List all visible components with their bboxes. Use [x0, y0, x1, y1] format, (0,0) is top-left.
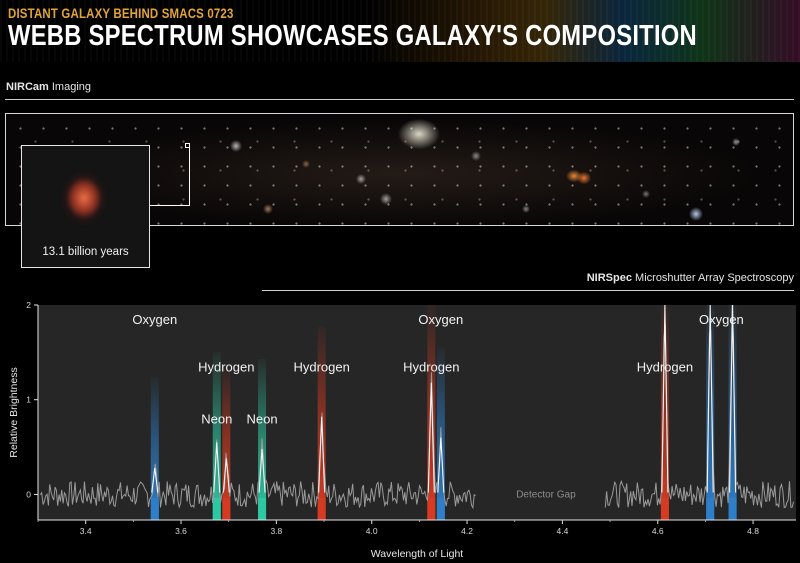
x-axis-title: Wavelength of Light — [371, 548, 464, 560]
callout-line — [150, 205, 190, 206]
emission-band-oxygen — [728, 305, 737, 520]
x-tick-label: 3.6 — [175, 526, 187, 536]
x-tick-label: 4.2 — [461, 526, 473, 536]
x-tick-label: 3.8 — [270, 526, 282, 536]
spectroscopy-divider — [262, 290, 794, 291]
galaxy-image — [58, 168, 110, 228]
emission-band-hydrogen — [222, 368, 231, 520]
emission-band-hydrogen — [427, 305, 436, 520]
label-hydrogen: Hydrogen — [198, 359, 254, 374]
spectroscopy-instrument: NIRSpec — [586, 272, 632, 284]
emission-band-base — [222, 498, 231, 520]
emission-peak-neon — [213, 442, 221, 493]
emission-peak-hydrogen — [427, 382, 435, 493]
label-hydrogen: Hydrogen — [637, 359, 693, 374]
y-tick-label: 2 — [26, 300, 31, 310]
emission-band-base — [150, 498, 159, 520]
emission-peak-oxygen — [706, 304, 714, 493]
label-neon: Neon — [247, 411, 278, 426]
emission-band-neon — [212, 352, 221, 520]
detector-gap-label: Detector Gap — [516, 489, 576, 500]
emission-band-oxygen — [150, 377, 159, 520]
emission-band-base — [258, 498, 267, 520]
imaging-section-label: NIRCam Imaging — [6, 81, 91, 93]
x-tick-label: 4.4 — [556, 526, 568, 536]
callout-line — [189, 148, 190, 206]
emission-peak-oxygen — [151, 467, 159, 493]
spectrum-line-left — [39, 372, 476, 510]
galaxy-inset: 13.1 billion years — [21, 145, 150, 268]
emission-band-oxygen — [706, 305, 715, 520]
label-oxygen: Oxygen — [418, 312, 463, 327]
x-tick-label: 4.8 — [747, 526, 759, 536]
spectrum-line-right — [604, 304, 794, 509]
imaging-instrument: NIRCam — [6, 81, 49, 93]
emission-band-base — [706, 498, 715, 520]
emission-band-base — [212, 498, 221, 520]
label-hydrogen: Hydrogen — [293, 359, 349, 374]
emission-peak-hydrogen — [222, 458, 230, 493]
emission-band-base — [427, 498, 436, 520]
emission-band-base — [317, 498, 326, 520]
page-title: WEBB SPECTRUM SHOWCASES GALAXY'S COMPOSI… — [8, 20, 697, 52]
spectroscopy-section-label: NIRSpec Microshutter Array Spectroscopy — [587, 272, 794, 284]
y-tick-label: 0 — [26, 489, 31, 499]
imaging-divider — [5, 99, 794, 100]
galaxy-target-marker — [185, 143, 190, 148]
x-tick-label: 4.6 — [652, 526, 664, 536]
emission-band-base — [660, 498, 669, 520]
header-banner — [0, 0, 800, 62]
imaging-label: Imaging — [51, 81, 91, 93]
label-oxygen: Oxygen — [132, 312, 177, 327]
emission-peak-hydrogen — [661, 304, 669, 493]
emission-band-hydrogen — [660, 305, 669, 520]
spectroscopy-label: Microshutter Array Spectroscopy — [635, 272, 794, 284]
nircam-image-strip — [5, 113, 794, 226]
header-kicker: DISTANT GALAXY BEHIND SMACS 0723 — [8, 5, 234, 21]
y-axis-title: Relative Brightness — [8, 367, 20, 457]
label-oxygen: Oxygen — [699, 312, 744, 327]
inset-caption: 13.1 billion years — [42, 246, 129, 258]
emission-peak-hydrogen — [318, 416, 326, 493]
x-tick-label: 3.4 — [80, 526, 92, 536]
x-tick-label: 4.0 — [366, 526, 378, 536]
y-tick-label: 1 — [26, 395, 31, 405]
emission-band-base — [728, 498, 737, 520]
emission-peak-oxygen — [729, 304, 737, 493]
emission-peak-oxygen — [437, 437, 445, 493]
spectrum-chart: Oxygen Neon Hydrogen Neon Hydrogen Hydrogen Ox… — [8, 300, 796, 560]
label-hydrogen: Hydrogen — [403, 359, 459, 374]
plot-area — [38, 305, 796, 520]
label-neon: Neon — [201, 411, 232, 426]
emission-peak-neon — [258, 448, 266, 493]
emission-band-base — [436, 498, 445, 520]
